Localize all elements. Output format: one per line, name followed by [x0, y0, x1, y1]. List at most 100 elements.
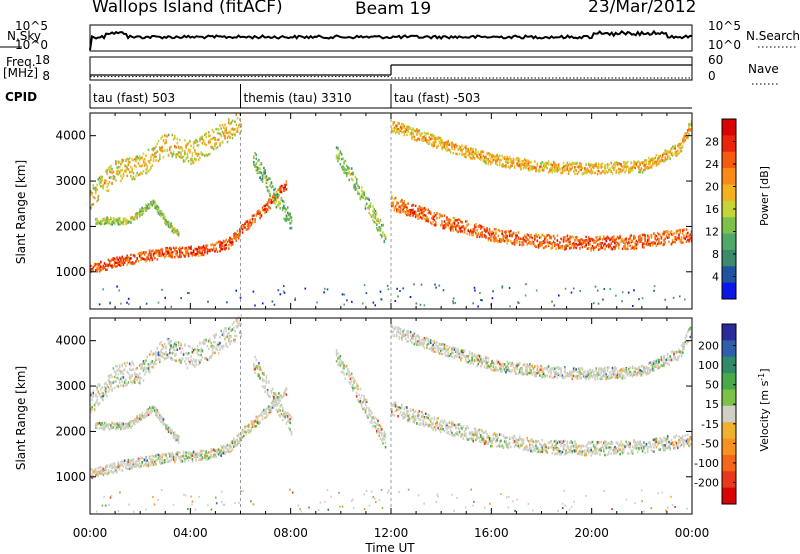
echo-cell	[186, 451, 189, 455]
echo-cell	[228, 131, 230, 134]
echo-cell	[275, 394, 278, 398]
echo-cell	[184, 343, 186, 346]
echo-cell	[487, 157, 490, 161]
echo-cell	[630, 240, 633, 244]
echo-cell	[177, 438, 180, 442]
echo-cell	[603, 237, 605, 241]
echo-cell	[130, 380, 132, 383]
echo-cell	[96, 266, 98, 270]
echo-cell	[132, 465, 135, 468]
echo-cell	[137, 459, 140, 462]
echo-cell	[209, 457, 211, 460]
echo-cell	[556, 234, 559, 237]
echo-cell	[374, 215, 377, 218]
echo-cell	[105, 465, 107, 468]
echo-cell	[630, 161, 633, 164]
echo-cell	[542, 162, 545, 165]
echo-cell	[140, 258, 142, 261]
echo-cell	[123, 261, 126, 264]
echo-cell	[516, 162, 518, 165]
echo-cell	[270, 391, 273, 394]
echo-cell	[105, 218, 107, 222]
echo-cell	[565, 247, 567, 250]
echo-cell	[106, 473, 108, 476]
echo-cell	[214, 136, 216, 140]
echo-cell	[477, 151, 480, 154]
echo-cell	[586, 247, 589, 250]
echo-cell	[187, 141, 190, 145]
echo-cell	[251, 214, 254, 218]
echo-cell	[407, 130, 409, 133]
echo-cell	[636, 160, 639, 164]
echo-cell	[542, 246, 545, 250]
echo-cell	[463, 152, 466, 156]
echo-cell	[136, 377, 138, 380]
echo-cell	[263, 170, 265, 173]
echo-cell	[181, 347, 184, 351]
echo-cell	[90, 407, 92, 411]
echo-cell	[220, 241, 222, 244]
echo-cell	[229, 446, 231, 449]
echo-cell	[649, 159, 651, 162]
echo-cell	[447, 220, 449, 223]
echo-cell	[473, 226, 476, 230]
echo-cell	[392, 121, 394, 124]
echo-cell	[100, 185, 102, 188]
scatter-cell	[235, 289, 237, 292]
echo-cell	[226, 240, 229, 244]
echo-cell	[500, 240, 502, 243]
echo-cell	[376, 212, 378, 215]
echo-cell	[591, 171, 594, 175]
echo-cell	[664, 237, 666, 241]
echo-cell	[170, 252, 172, 255]
echo-cell	[215, 449, 217, 452]
echo-cell	[90, 207, 92, 210]
echo-cell	[265, 411, 268, 414]
echo-cell	[266, 204, 269, 207]
echo-cell	[161, 251, 164, 254]
echo-cell	[137, 374, 140, 377]
echo-cell	[557, 166, 560, 169]
echo-cell	[204, 247, 206, 250]
echo-cell	[466, 148, 468, 151]
echo-cell	[138, 255, 141, 258]
echo-cell	[216, 128, 219, 131]
echo-cell	[423, 213, 426, 217]
echo-cell	[206, 358, 209, 361]
echo-cell	[687, 135, 689, 139]
echo-cell	[461, 148, 463, 152]
echo-cell	[195, 138, 197, 142]
echo-cell	[608, 244, 610, 247]
echo-cell	[102, 183, 105, 187]
echo-cell	[391, 196, 393, 200]
echo-cell	[240, 226, 243, 229]
echo-cell	[101, 470, 103, 474]
echo-cell	[199, 342, 201, 346]
echo-cell	[160, 349, 162, 352]
echo-cell	[639, 240, 641, 243]
colorbar-swatch	[722, 217, 736, 235]
echo-cell	[98, 384, 101, 388]
echo-cell	[184, 459, 186, 462]
echo-cell	[157, 207, 160, 211]
echo-cell	[258, 364, 260, 368]
echo-cell	[102, 473, 105, 477]
colorbar-tick-label: 24	[705, 158, 719, 171]
echo-cell	[611, 172, 614, 175]
echo-cell	[427, 217, 429, 221]
echo-cell	[285, 414, 288, 417]
echo-cell	[255, 169, 258, 172]
echo-cell	[160, 420, 162, 424]
echo-cell	[595, 245, 597, 249]
echo-cell	[496, 159, 498, 163]
echo-cell	[362, 192, 364, 195]
echo-cell	[587, 236, 590, 239]
echo-cell	[138, 379, 141, 382]
echo-cell	[140, 256, 142, 259]
y-tick-label: 2000	[55, 219, 86, 233]
echo-cell	[189, 345, 191, 348]
echo-cell	[585, 171, 587, 175]
echo-cell	[646, 240, 649, 244]
echo-cell	[230, 340, 233, 343]
echo-cell	[122, 174, 125, 177]
